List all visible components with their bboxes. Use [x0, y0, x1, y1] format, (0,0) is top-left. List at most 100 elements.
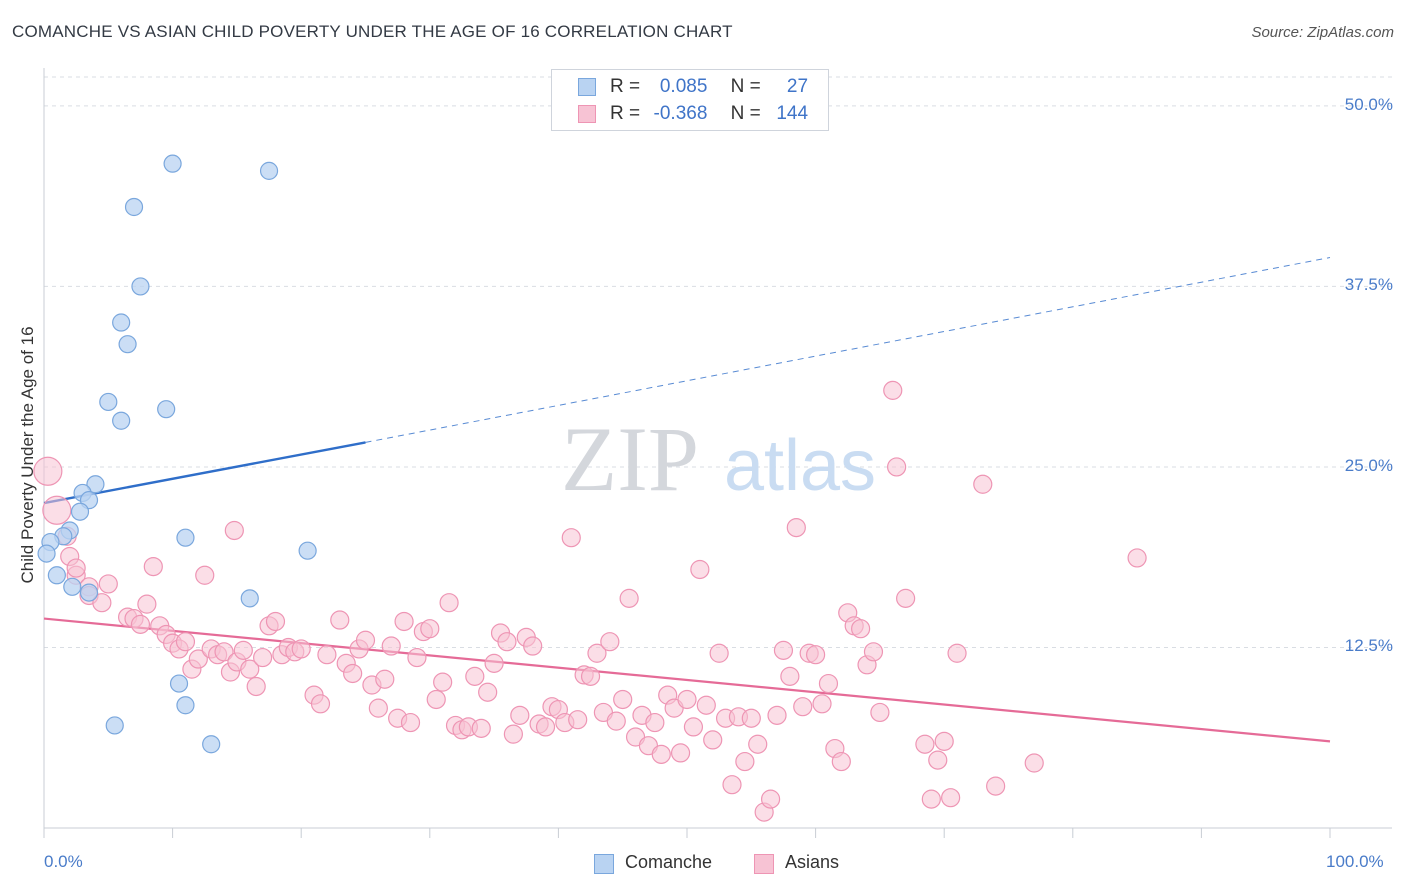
asians-point [510, 705, 530, 725]
comanche-point [79, 583, 99, 602]
asians-point [265, 611, 286, 632]
asians-point [587, 643, 607, 663]
watermark-atlas: atlas [724, 426, 876, 506]
comanche-point [47, 566, 66, 585]
asians-point [497, 632, 517, 652]
asians-point [690, 559, 710, 580]
asians-point [915, 734, 935, 754]
asians-point [696, 695, 716, 715]
asians-point [973, 474, 993, 494]
asians-point [883, 380, 903, 400]
asians-point [471, 718, 491, 738]
legend-r-label: R = [610, 76, 641, 97]
asians-point [773, 640, 794, 660]
asians-point [130, 614, 151, 634]
asians-point [439, 593, 459, 613]
comanche-point [176, 696, 195, 715]
asians-point [780, 666, 800, 686]
asians-points [33, 380, 1147, 822]
asians-point [670, 743, 691, 763]
asians-point [741, 708, 761, 728]
asians-point [188, 649, 208, 669]
asians-point [568, 710, 588, 730]
asians-point [941, 788, 961, 808]
bottom-legend-swatch-comanche [594, 854, 614, 874]
asians-point [92, 593, 112, 613]
legend-n-label: N = [730, 76, 761, 97]
asians-point [246, 676, 266, 697]
asians-point [677, 689, 697, 710]
asians-point [214, 642, 234, 662]
asians-point [870, 702, 890, 723]
asians-point [42, 495, 72, 525]
asians-point [407, 647, 427, 668]
asians-point [317, 645, 337, 665]
asians-point [606, 711, 626, 731]
stats-legend: R = 0.085 N = 27 R = -0.368 N = 144 [551, 69, 829, 131]
asians-point [291, 639, 311, 659]
asians-point [735, 751, 755, 772]
asians-point [818, 673, 839, 694]
y-tick-label: 12.5% [1344, 636, 1393, 656]
legend-row-comanche: R = 0.085 N = 27 [610, 76, 808, 98]
legend-r-value: -0.368 [653, 103, 708, 124]
asians-point [137, 594, 157, 614]
asians-point [947, 643, 967, 663]
legend-swatch-asians [578, 105, 596, 123]
asians-point [503, 724, 523, 744]
legend-n-value: 144 [776, 103, 809, 124]
asians-point [934, 731, 954, 751]
comanche-point [37, 544, 56, 563]
y-tick-label: 25.0% [1344, 455, 1393, 475]
y-tick-label: 37.5% [1344, 275, 1393, 295]
comanche-point [259, 161, 279, 180]
comanche-point [99, 392, 118, 412]
legend-row-asians: R = -0.368 N = 144 [610, 103, 808, 125]
comanche-point [131, 277, 150, 296]
comanche-trend-extension [365, 257, 1331, 443]
comanche-point [124, 197, 144, 217]
asians-point [1024, 753, 1044, 773]
asians-point [368, 698, 388, 718]
asians-point [887, 457, 907, 477]
asians-point [722, 775, 742, 795]
asians-point [478, 682, 498, 702]
comanche-point [298, 541, 317, 560]
asians-point [426, 689, 446, 710]
asians-point [420, 619, 440, 639]
asians-point [600, 632, 620, 652]
bottom-legend-asians: Asians [785, 852, 840, 872]
comanche-point [202, 735, 221, 754]
asians-point [1127, 548, 1147, 568]
asians-point [240, 659, 260, 679]
asians-point [767, 705, 787, 725]
asians-point [793, 697, 813, 717]
asians-point [433, 672, 453, 692]
asians-point [175, 632, 196, 652]
comanche-point [169, 674, 189, 693]
asians-point [535, 717, 556, 737]
asians-point [400, 712, 421, 733]
asians-point [330, 610, 350, 630]
asians-point [253, 647, 273, 668]
y-tick-label: 50.0% [1344, 94, 1393, 114]
source-label: Source: ZipAtlas.com [1251, 24, 1394, 41]
comanche-point [70, 502, 90, 521]
asians-point [195, 565, 215, 585]
asians-point [310, 694, 331, 714]
asians-point [703, 730, 723, 750]
asians-point [143, 556, 163, 577]
asians-point [863, 642, 884, 662]
asians-point [645, 712, 665, 733]
legend-n-label: N = [730, 103, 761, 124]
comanche-point [118, 335, 137, 354]
gridlines [44, 76, 1392, 648]
asians-point [561, 528, 581, 548]
asians-point [343, 663, 363, 684]
asians-point [928, 750, 948, 770]
asians-point [233, 640, 253, 660]
asians-point [805, 645, 826, 665]
asians-point [748, 734, 768, 754]
asians-point [465, 666, 485, 686]
